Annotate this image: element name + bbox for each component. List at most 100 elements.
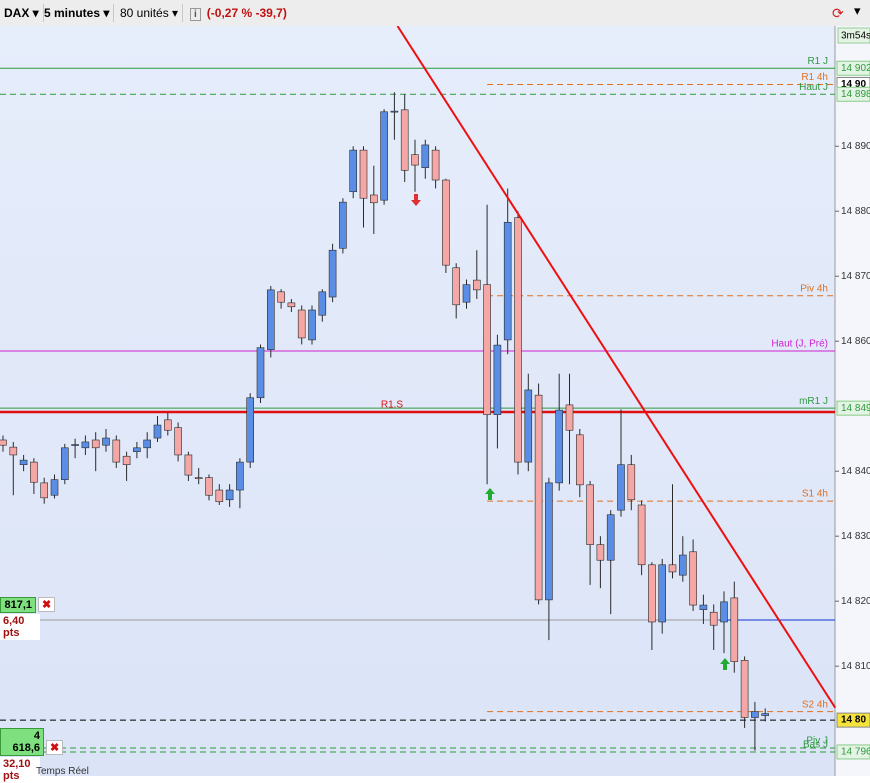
candle-body	[658, 564, 667, 623]
y-tick-label: 14 830	[841, 531, 870, 542]
candle-body	[545, 482, 553, 601]
level-label: Haut (J, Pré)	[771, 339, 828, 350]
candle-body	[184, 454, 193, 476]
level-label: Piv J	[806, 736, 828, 747]
candle-body	[328, 249, 337, 298]
candle-body	[30, 461, 38, 483]
candle-body	[555, 409, 564, 484]
instrument-text: DAX	[4, 6, 30, 20]
price-tag-label: 14 849	[841, 403, 870, 414]
candle-body	[472, 279, 481, 291]
candle-body	[349, 149, 358, 193]
price-tag-label: 14 902	[841, 63, 870, 74]
candle-body	[194, 477, 203, 479]
order[interactable]: 817,1 ✖ 6,40 pts	[0, 597, 56, 640]
menu[interactable]: ▾	[854, 3, 861, 18]
candle-body	[699, 604, 708, 610]
units[interactable]: 80 unités ▾	[116, 4, 184, 22]
candle-body	[761, 713, 770, 716]
candle-body	[452, 267, 461, 306]
candle-body	[40, 482, 49, 499]
level-label: Piv 4h	[800, 283, 828, 294]
toolbar: DAX ▾ 5 minutes ▾ 80 unités ▾ i (-0,27 % …	[0, 0, 870, 27]
timer: 3m54s	[841, 31, 870, 42]
candle-body	[102, 437, 110, 446]
candle-body	[369, 194, 378, 204]
candle-body	[462, 284, 471, 303]
candle-body	[730, 597, 739, 662]
candle-body	[81, 441, 90, 449]
interval[interactable]: 5 minutes ▾	[40, 4, 115, 22]
candle-body	[431, 149, 440, 181]
level-label: R1.S	[381, 400, 404, 411]
candle-body	[740, 660, 749, 718]
info-icon[interactable]: i	[190, 8, 201, 21]
candle-body	[689, 551, 697, 606]
order-pnl: 6,40 pts	[0, 614, 40, 640]
candle-body	[236, 461, 244, 491]
order-price: 817,1	[0, 597, 36, 613]
candle-body	[91, 439, 100, 449]
candle-body	[50, 479, 59, 496]
arrow-up-icon	[485, 488, 495, 500]
footer: Temps Réel	[36, 766, 89, 777]
candle-body	[627, 464, 636, 501]
price-tag	[836, 60, 870, 76]
candle-body	[143, 439, 151, 449]
candle-body	[164, 419, 172, 431]
level-label: S2 4h	[802, 699, 828, 710]
candle-body	[421, 144, 430, 168]
candle-body	[9, 446, 18, 456]
instrument[interactable]: DAX ▾	[0, 4, 44, 22]
candle-body	[205, 477, 213, 496]
candle-body	[215, 489, 224, 503]
arrow-down-icon	[411, 194, 421, 206]
candle-body	[586, 484, 594, 545]
refresh-icon[interactable]: ⟳	[832, 5, 844, 21]
candle-body	[617, 464, 625, 511]
y-tick-label: 14 870	[841, 271, 870, 282]
candle-body	[71, 444, 79, 446]
close-order[interactable]: ✖	[46, 740, 64, 755]
y-tick-label: 14 860	[841, 336, 870, 347]
candle-body	[678, 554, 687, 576]
candle-body	[133, 447, 141, 452]
candle-body	[112, 439, 121, 463]
price-tag	[836, 712, 870, 728]
level-label: S1 4h	[802, 489, 828, 500]
price-tag-label: 14 898	[841, 89, 870, 100]
candle-body	[318, 291, 327, 316]
candle-body	[411, 154, 419, 166]
candle-body	[225, 489, 234, 501]
candle-body	[483, 284, 491, 415]
candle-body	[19, 459, 28, 465]
candle-body	[637, 504, 646, 566]
change-text: (-0,27 % -39,7)	[206, 6, 287, 20]
candle-body	[380, 111, 388, 201]
candle-body	[0, 439, 7, 446]
candle-body	[565, 404, 574, 431]
candle-body	[174, 427, 182, 456]
y-tick-label: 14 840	[841, 466, 870, 477]
candle-body	[153, 424, 162, 439]
close-order[interactable]: ✖	[38, 597, 56, 612]
candle-body	[287, 302, 296, 308]
units-text: 80 unités	[120, 6, 169, 20]
order[interactable]: 4 618,6 ✖ 32,10 pts	[0, 728, 64, 783]
candle-body	[256, 347, 265, 399]
change: i (-0,27 % -39,7)	[186, 4, 291, 22]
candle-body	[534, 394, 543, 601]
timer-box	[837, 27, 870, 44]
price-tag-label: 14 796	[841, 747, 870, 758]
candle-body	[596, 544, 605, 561]
y-tick-label: 14 820	[841, 596, 870, 607]
level-label: Bas J	[803, 740, 828, 751]
price-tag-label: 14 90	[841, 79, 866, 90]
candle-body	[277, 291, 285, 303]
price-tag	[836, 400, 870, 416]
candle-body	[297, 309, 306, 339]
candle-body	[503, 221, 512, 341]
order-pnl: 32,10 pts	[0, 757, 40, 783]
candle-body	[709, 611, 718, 626]
